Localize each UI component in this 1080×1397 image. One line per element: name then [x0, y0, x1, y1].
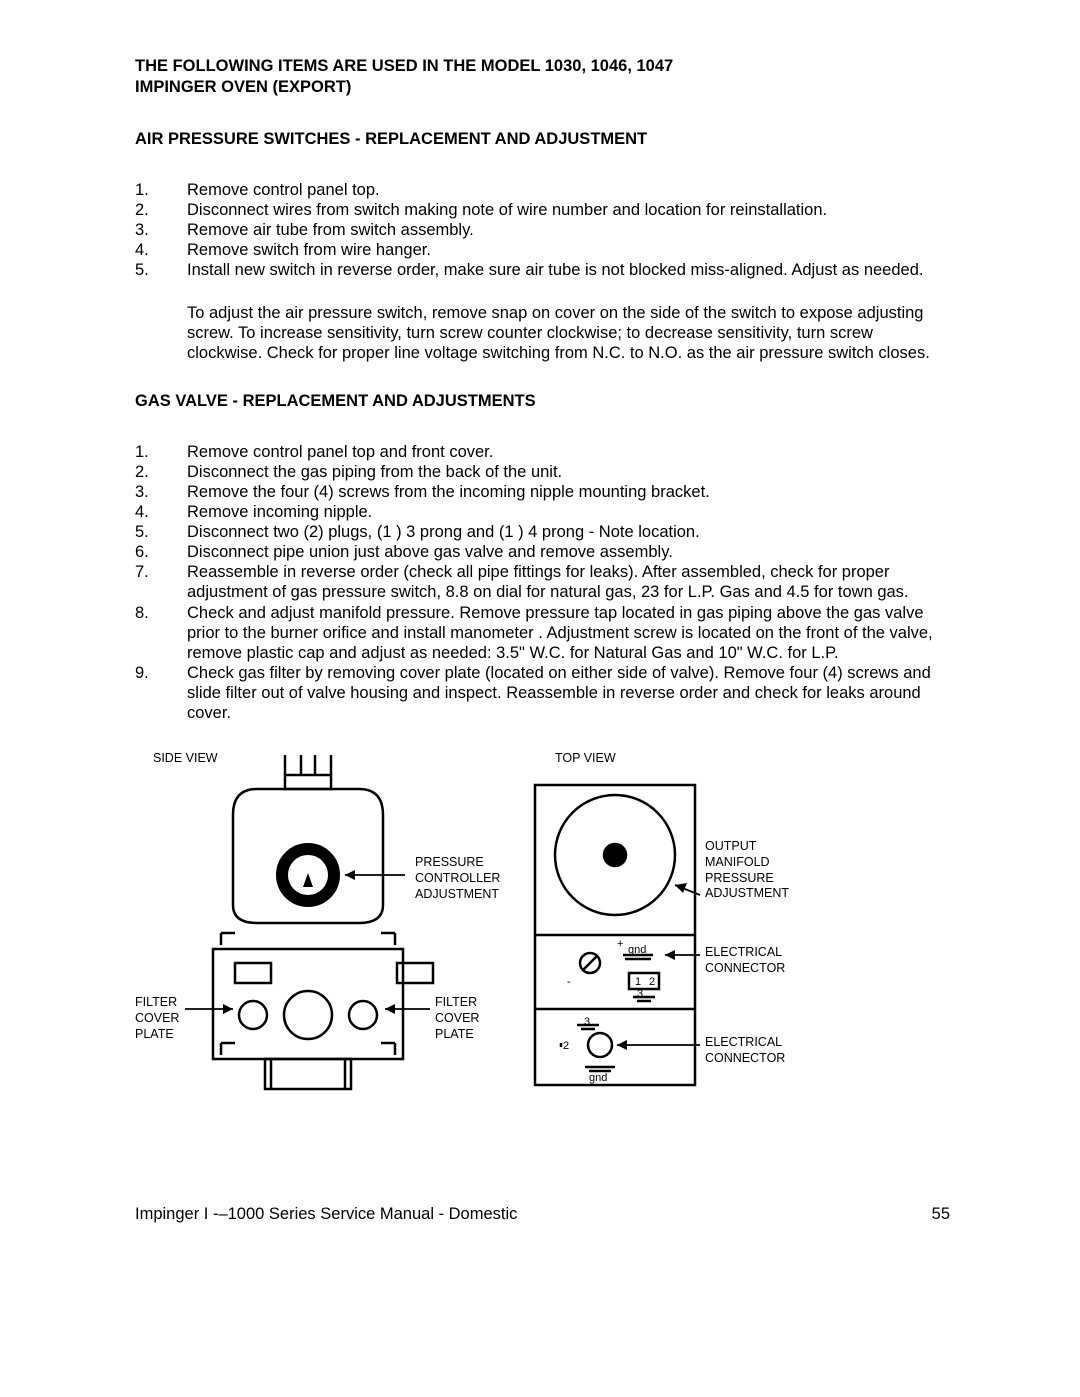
- list-text: Disconnect wires from switch making note…: [187, 200, 950, 220]
- svg-text:3: 3: [637, 988, 643, 1000]
- top-view-label: TOP VIEW: [555, 751, 616, 767]
- filter-cover-right-label: FILTER COVER PLATE: [435, 995, 479, 1042]
- list-number: 6.: [135, 542, 187, 562]
- list-text: Remove control panel top and front cover…: [187, 442, 950, 462]
- filter-cover-left-label: FILTER COVER PLATE: [135, 995, 179, 1042]
- list-item: 1.Remove control panel top.: [135, 180, 950, 200]
- list-number: 1.: [135, 442, 187, 462]
- electrical-connector-label-2: ELECTRICAL CONNECTOR: [705, 1035, 785, 1066]
- para-adjust: To adjust the air pressure switch, remov…: [187, 303, 950, 363]
- svg-text:2: 2: [649, 976, 655, 988]
- list-text: Check and adjust manifold pressure. Remo…: [187, 603, 950, 663]
- heading-main: THE FOLLOWING ITEMS ARE USED IN THE MODE…: [135, 56, 950, 97]
- list-text: Remove the four (4) screws from the inco…: [187, 482, 950, 502]
- list-item: 3.Remove the four (4) screws from the in…: [135, 482, 950, 502]
- list-number: 7.: [135, 562, 187, 602]
- list-number: 5.: [135, 522, 187, 542]
- list-text: Remove incoming nipple.: [187, 502, 950, 522]
- minus-label: -: [567, 976, 571, 988]
- list-item: 4.Remove incoming nipple.: [135, 502, 950, 522]
- svg-text:2: 2: [563, 1040, 569, 1052]
- list-text: Remove control panel top.: [187, 180, 950, 200]
- list-text: Disconnect pipe union just above gas val…: [187, 542, 950, 562]
- svg-text:3: 3: [584, 1016, 590, 1028]
- svg-text:gnd: gnd: [589, 1072, 607, 1084]
- heading-gas-valve: GAS VALVE - REPLACEMENT AND ADJUSTMENTS: [135, 391, 950, 412]
- list-number: 3.: [135, 220, 187, 240]
- heading-main-line1: THE FOLLOWING ITEMS ARE USED IN THE MODE…: [135, 57, 673, 75]
- list-number: 3.: [135, 482, 187, 502]
- list-number: 2.: [135, 200, 187, 220]
- list-number: 5.: [135, 260, 187, 280]
- electrical-connector-label-1: ELECTRICAL CONNECTOR: [705, 945, 785, 976]
- list-text: Remove air tube from switch assembly.: [187, 220, 950, 240]
- gas-valve-diagram: + - 1 2 3 gnd 3 2 gnd SIDE VIEW TOP VIEW…: [135, 745, 955, 1095]
- list-number: 1.: [135, 180, 187, 200]
- heading-main-line2: IMPINGER OVEN (EXPORT): [135, 78, 351, 96]
- svg-text:1: 1: [635, 976, 641, 988]
- footer-right: 55: [932, 1205, 950, 1224]
- list-item: 1.Remove control panel top and front cov…: [135, 442, 950, 462]
- list-text: Install new switch in reverse order, mak…: [187, 260, 950, 280]
- list-item: 3.Remove air tube from switch assembly.: [135, 220, 950, 240]
- footer-left: Impinger I -–1000 Series Service Manual …: [135, 1205, 517, 1224]
- list-number: 8.: [135, 603, 187, 663]
- svg-text:gnd: gnd: [628, 944, 646, 956]
- list-text: Remove switch from wire hanger.: [187, 240, 950, 260]
- list-gas-valve: 1.Remove control panel top and front cov…: [135, 442, 950, 724]
- list-item: 5.Install new switch in reverse order, m…: [135, 260, 950, 280]
- list-item: 6.Disconnect pipe union just above gas v…: [135, 542, 950, 562]
- press-ctrl-label: PRESSURE CONTROLLER ADJUSTMENT: [415, 855, 500, 902]
- list-number: 9.: [135, 663, 187, 723]
- plus-label: +: [617, 938, 623, 950]
- output-manifold-label: OUTPUT MANIFOLD PRESSURE ADJUSTMENT: [705, 839, 789, 902]
- list-item: 2.Disconnect the gas piping from the bac…: [135, 462, 950, 482]
- list-item: 8.Check and adjust manifold pressure. Re…: [135, 603, 950, 663]
- list-item: 7.Reassemble in reverse order (check all…: [135, 562, 950, 602]
- list-number: 4.: [135, 502, 187, 522]
- list-text: Disconnect two (2) plugs, (1 ) 3 prong a…: [187, 522, 950, 542]
- list-text: Check gas filter by removing cover plate…: [187, 663, 950, 723]
- page-footer: Impinger I -–1000 Series Service Manual …: [135, 1205, 950, 1224]
- list-item: 5.Disconnect two (2) plugs, (1 ) 3 prong…: [135, 522, 950, 542]
- side-view-label: SIDE VIEW: [153, 751, 218, 767]
- list-text: Disconnect the gas piping from the back …: [187, 462, 950, 482]
- list-item: 4.Remove switch from wire hanger.: [135, 240, 950, 260]
- list-air-pressure: 1.Remove control panel top.2.Disconnect …: [135, 180, 950, 281]
- list-text: Reassemble in reverse order (check all p…: [187, 562, 950, 602]
- list-item: 9.Check gas filter by removing cover pla…: [135, 663, 950, 723]
- list-number: 2.: [135, 462, 187, 482]
- list-number: 4.: [135, 240, 187, 260]
- heading-air-pressure: AIR PRESSURE SWITCHES - REPLACEMENT AND …: [135, 129, 950, 150]
- list-item: 2.Disconnect wires from switch making no…: [135, 200, 950, 220]
